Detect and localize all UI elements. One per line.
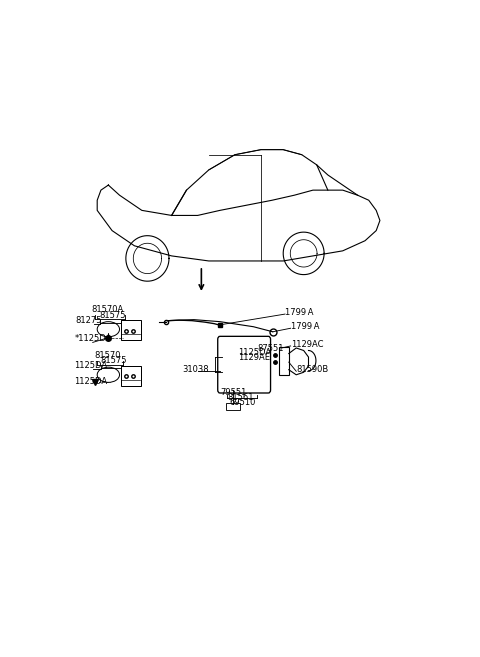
Text: 81575: 81575 xyxy=(99,311,126,320)
Text: 1125DA: 1125DA xyxy=(239,348,272,357)
Text: 1129AE: 1129AE xyxy=(239,353,271,362)
Text: 1125DA: 1125DA xyxy=(74,377,107,386)
Text: 79551: 79551 xyxy=(220,388,246,397)
Text: 69510: 69510 xyxy=(229,397,256,407)
Text: 1129AC: 1129AC xyxy=(290,340,323,349)
Text: 81590B: 81590B xyxy=(296,365,328,374)
Text: *1125DA: *1125DA xyxy=(75,334,112,344)
Text: 87551: 87551 xyxy=(257,344,284,353)
Text: 81275: 81275 xyxy=(75,316,101,325)
Text: 31038: 31038 xyxy=(183,365,209,374)
Text: 81570: 81570 xyxy=(95,351,121,359)
Text: 1799 A: 1799 A xyxy=(290,322,319,331)
Text: 81570A: 81570A xyxy=(92,305,124,314)
Text: 81575: 81575 xyxy=(100,356,127,365)
Text: 81561: 81561 xyxy=(228,393,254,402)
Text: 1125DA: 1125DA xyxy=(74,361,107,371)
Text: 1799 A: 1799 A xyxy=(285,308,313,317)
